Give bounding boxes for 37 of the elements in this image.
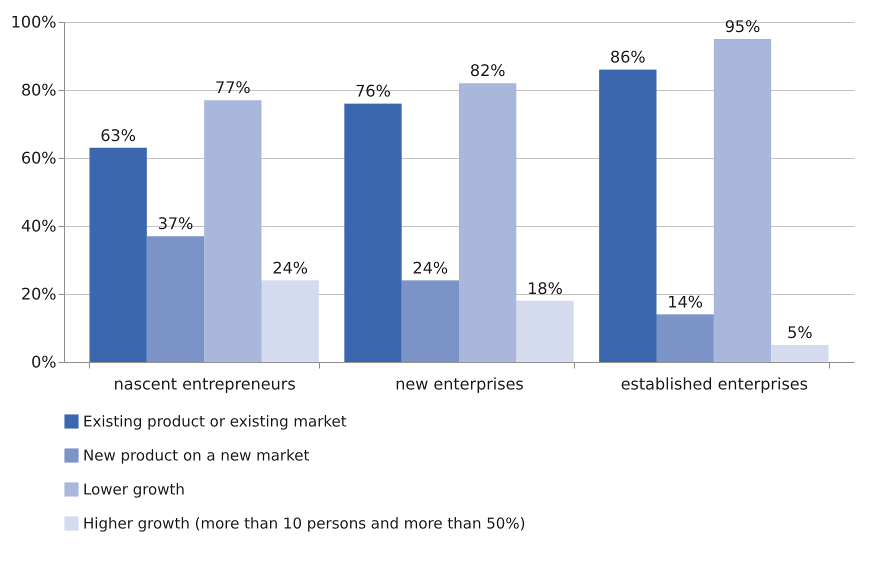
- legend-label: Existing product or existing market: [83, 412, 347, 430]
- legend-label: New product on a new market: [83, 446, 310, 464]
- y-tick-label: 20%: [20, 284, 56, 304]
- y-tick-label: 40%: [20, 216, 56, 236]
- data-label: 18%: [527, 278, 563, 298]
- bar: [771, 345, 829, 362]
- data-label: 14%: [667, 292, 703, 312]
- x-tick-label: nascent entrepreneurs: [114, 374, 296, 394]
- data-label: 5%: [787, 323, 813, 342]
- y-tick-label: 80%: [20, 80, 56, 100]
- y-tick-label: 0%: [31, 352, 56, 372]
- bar: [204, 100, 262, 362]
- y-tick-label: 100%: [10, 12, 56, 32]
- bar: [344, 104, 402, 362]
- x-tick-label: new enterprises: [395, 374, 524, 394]
- data-label: 95%: [724, 17, 760, 36]
- bar: [402, 280, 459, 362]
- data-label: 24%: [412, 258, 448, 278]
- data-label: 37%: [158, 214, 194, 234]
- bar: [262, 280, 319, 362]
- bar: [656, 314, 714, 362]
- data-label: 76%: [355, 82, 391, 101]
- bar: [89, 148, 147, 362]
- bar: [599, 70, 656, 362]
- legend-label: Lower growth: [83, 480, 185, 498]
- data-label: 86%: [610, 48, 646, 67]
- data-label: 77%: [215, 78, 251, 98]
- x-tick-label: established enterprises: [620, 374, 808, 394]
- data-label: 24%: [272, 258, 308, 278]
- bar: [459, 83, 516, 362]
- legend-label: Higher growth (more than 10 persons and more than 50%): [83, 514, 526, 532]
- bar: [146, 236, 204, 362]
- bar: [714, 39, 772, 362]
- y-tick-label: 60%: [20, 148, 56, 168]
- data-label: 82%: [470, 61, 506, 80]
- data-label: 63%: [100, 126, 136, 145]
- bar: [516, 300, 574, 362]
